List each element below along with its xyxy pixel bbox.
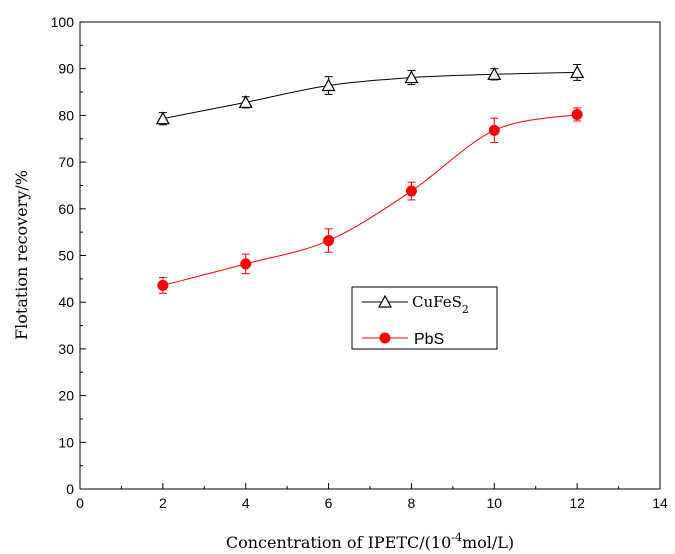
x-tick-label: 14 — [652, 495, 668, 511]
legend-label-cufes2: CuFeS2 — [412, 293, 469, 316]
data-point — [321, 78, 336, 92]
y-tick-label: 30 — [58, 341, 74, 357]
x-tick-label: 8 — [408, 495, 416, 511]
y-tick-label: 80 — [58, 107, 74, 123]
y-tick-label: 100 — [51, 14, 75, 30]
x-axis-ticks: 0 2 4 6 8 10 12 14 — [76, 483, 668, 511]
x-tick-label: 0 — [76, 495, 84, 511]
legend-label-cufes2-subscript: 2 — [462, 303, 469, 316]
data-point — [157, 279, 169, 291]
series-line — [162, 71, 578, 120]
y-tick-label: 0 — [66, 481, 74, 497]
legend-marker-cufes2 — [377, 294, 393, 308]
y-axis-ticks: 0 10 20 30 40 50 60 70 80 90 100 — [51, 14, 86, 497]
x-tick-label: 6 — [325, 495, 333, 511]
x-tick-label: 10 — [486, 495, 502, 511]
legend-box — [351, 286, 498, 350]
legend-marker-pbs — [379, 332, 391, 344]
x-tick-label: 2 — [159, 495, 167, 511]
data-point — [240, 258, 252, 270]
y-tick-label: 50 — [58, 248, 74, 264]
series-line — [162, 113, 578, 286]
x-tick-label: 4 — [242, 495, 250, 511]
plot-frame — [79, 21, 661, 490]
data-point — [571, 108, 583, 120]
legend-label-cufes2-main: CuFeS — [412, 293, 462, 311]
legend-label-pbs: PbS — [414, 331, 444, 348]
y-tick-label: 60 — [58, 201, 74, 217]
data-point — [323, 235, 335, 247]
x-axis-title-main: Concentration of IPETC/(10 — [226, 533, 451, 552]
series-1 — [157, 107, 583, 294]
data-point — [404, 70, 419, 84]
y-tick-label: 10 — [58, 434, 74, 450]
y-tick-label: 40 — [58, 294, 74, 310]
x-tick-label: 12 — [569, 495, 585, 511]
legend: CuFeS2 PbS — [351, 286, 498, 350]
data-point — [238, 95, 253, 108]
y-tick-label: 90 — [58, 61, 74, 77]
x-axis-title: Concentration of IPETC/(10-4mol/L) — [226, 531, 514, 552]
data-point — [570, 65, 585, 79]
x-axis-title-tail: mol/L) — [462, 533, 514, 552]
data-point — [487, 67, 502, 80]
series-layer — [155, 63, 585, 294]
y-axis-title: Flotation recovery/% — [12, 170, 31, 340]
data-point — [155, 111, 170, 125]
data-point — [488, 124, 500, 136]
data-point — [405, 185, 417, 197]
series-0 — [155, 63, 585, 126]
x-axis-title-superscript: -4 — [451, 531, 462, 544]
y-tick-label: 70 — [58, 154, 74, 170]
y-tick-label: 20 — [58, 388, 74, 404]
